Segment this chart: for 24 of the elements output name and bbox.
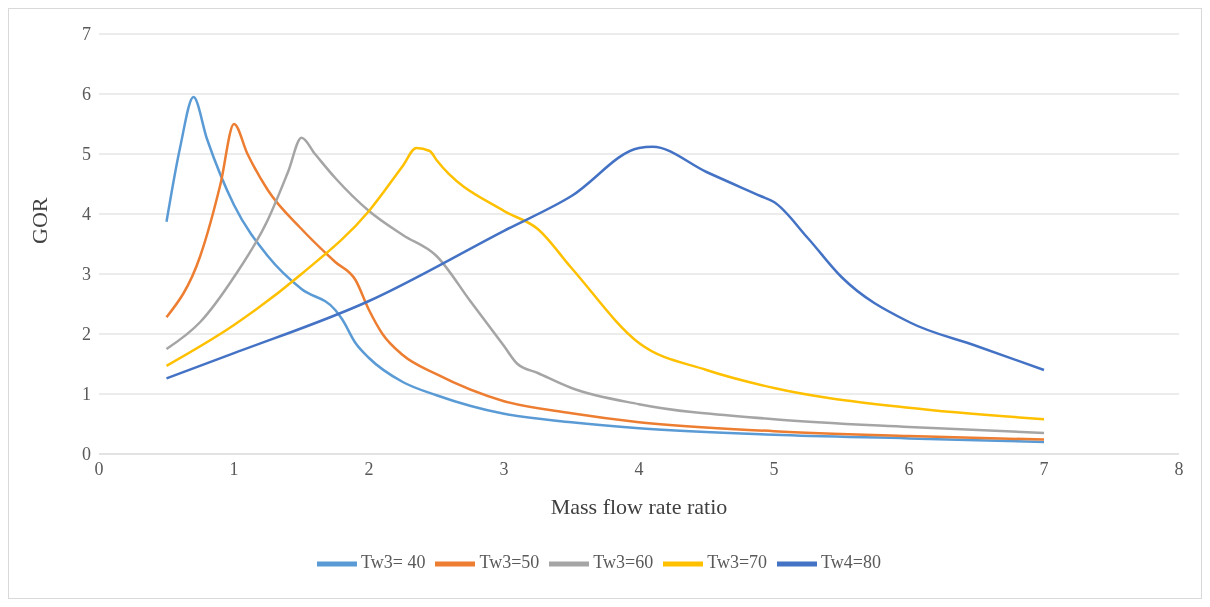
x-tick-label: 4 bbox=[634, 458, 644, 479]
x-tick-label: 2 bbox=[364, 458, 374, 479]
x-tick-label: 1 bbox=[229, 458, 239, 479]
y-tick-label: 2 bbox=[82, 324, 91, 345]
y-tick-label: 6 bbox=[82, 84, 91, 105]
x-tick-label: 8 bbox=[1174, 458, 1184, 479]
legend-label: Tw3=60 bbox=[593, 552, 654, 573]
y-tick-label: 7 bbox=[82, 24, 91, 45]
legend-label: Tw4=80 bbox=[821, 552, 881, 573]
x-tick-label: 5 bbox=[769, 458, 779, 479]
legend-label: Tw3=70 bbox=[707, 552, 768, 573]
y-tick-label: 4 bbox=[82, 204, 91, 225]
legend-label: Tw3= 40 bbox=[361, 552, 426, 573]
legend-label: Tw3=50 bbox=[479, 552, 540, 573]
y-axis-title: GOR bbox=[26, 197, 52, 244]
y-tick-label: 1 bbox=[82, 384, 91, 405]
line-series bbox=[165, 145, 1046, 380]
y-tick-label: 0 bbox=[82, 444, 91, 465]
x-tick-label: 3 bbox=[499, 458, 509, 479]
x-tick-label: 7 bbox=[1039, 458, 1049, 479]
x-tick-label: 6 bbox=[904, 458, 914, 479]
x-axis-title: Mass flow rate ratio bbox=[550, 494, 728, 519]
y-tick-label: 3 bbox=[82, 264, 91, 285]
y-tick-label: 5 bbox=[82, 144, 91, 165]
